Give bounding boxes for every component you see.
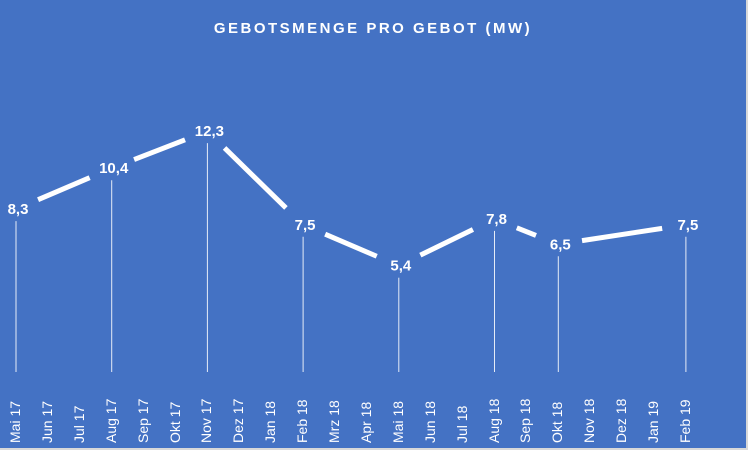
data-label: 6,5 xyxy=(550,236,571,253)
x-tick-label: Mrz 18 xyxy=(326,400,342,443)
x-tick-label: Sep 18 xyxy=(517,398,534,443)
x-tick-label: Dez 18 xyxy=(613,398,630,443)
x-tick-label: Nov 17 xyxy=(198,398,215,443)
data-line-segment xyxy=(419,227,475,258)
data-label: 5,4 xyxy=(390,258,412,275)
x-tick-label: Okt 17 xyxy=(166,401,183,443)
x-tick-label: Jul 17 xyxy=(70,405,87,443)
data-label: 7,5 xyxy=(295,217,316,234)
x-tick-label: Sep 17 xyxy=(134,398,151,443)
data-label: 12,3 xyxy=(195,123,224,140)
data-line-segment xyxy=(324,231,378,259)
x-tick-label: Nov 18 xyxy=(581,398,598,443)
data-line-segment xyxy=(581,225,663,244)
x-tick-label: Dez 17 xyxy=(230,398,247,443)
x-tick-label: Aug 18 xyxy=(485,398,502,443)
data-line-segment xyxy=(515,225,537,238)
data-line-segment xyxy=(222,146,288,210)
data-label: 8,3 xyxy=(8,201,29,218)
data-label: 7,8 xyxy=(486,211,507,228)
data-line-segment xyxy=(37,175,91,203)
x-tick-label: Feb 18 xyxy=(294,399,311,443)
chart-title: GEBOTSMENGE PRO GEBOT (MW) xyxy=(213,20,533,37)
x-tick-label: Jun 17 xyxy=(38,400,55,443)
x-tick-label: Jul 18 xyxy=(453,405,470,443)
x-tick-label: Jan 18 xyxy=(262,400,279,443)
x-tick-label: Feb 19 xyxy=(676,399,693,443)
x-tick-label: Mai 18 xyxy=(389,400,406,443)
data-line-segment xyxy=(133,137,186,162)
x-tick-label: Aug 17 xyxy=(102,398,119,443)
x-tick-label: Apr 18 xyxy=(357,401,374,443)
x-tick-label: Okt 18 xyxy=(549,401,566,443)
x-tick-label: Jun 18 xyxy=(421,400,438,443)
data-label: 10,4 xyxy=(99,160,129,177)
x-tick-label: Mai 17 xyxy=(7,400,23,443)
x-tick-label: Jan 19 xyxy=(645,400,661,443)
data-label: 7,5 xyxy=(677,217,698,234)
